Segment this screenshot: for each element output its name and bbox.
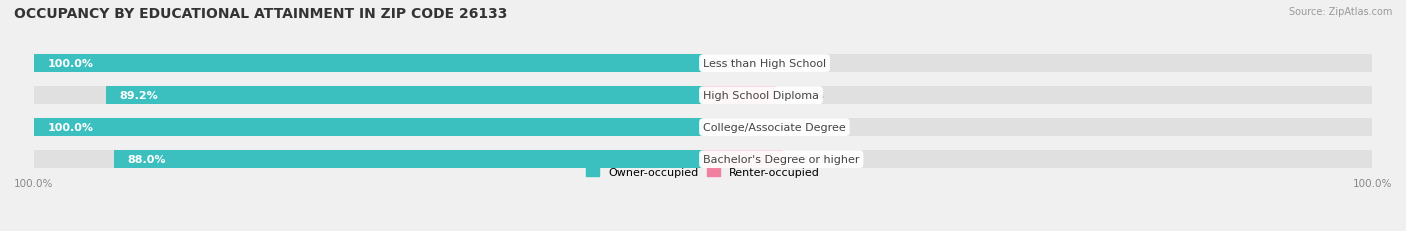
Text: 100.0%: 100.0% — [14, 178, 53, 188]
Text: 100.0%: 100.0% — [48, 59, 94, 69]
Bar — [703, 87, 1372, 104]
Bar — [107, 87, 703, 104]
Text: 100.0%: 100.0% — [48, 123, 94, 133]
Bar — [703, 87, 776, 104]
Text: College/Associate Degree: College/Associate Degree — [703, 123, 846, 133]
Text: OCCUPANCY BY EDUCATIONAL ATTAINMENT IN ZIP CODE 26133: OCCUPANCY BY EDUCATIONAL ATTAINMENT IN Z… — [14, 7, 508, 21]
Text: High School Diploma: High School Diploma — [703, 91, 820, 101]
Text: Less than High School: Less than High School — [703, 59, 827, 69]
Bar — [34, 87, 703, 104]
Bar — [703, 55, 1372, 73]
Bar — [34, 55, 703, 73]
Bar — [34, 119, 703, 136]
Bar — [34, 151, 703, 168]
Bar — [114, 151, 703, 168]
Text: 89.2%: 89.2% — [120, 91, 159, 101]
Legend: Owner-occupied, Renter-occupied: Owner-occupied, Renter-occupied — [581, 162, 825, 182]
Text: 0.0%: 0.0% — [713, 123, 744, 133]
Bar — [703, 151, 1372, 168]
Text: 0.0%: 0.0% — [713, 59, 744, 69]
Bar — [34, 55, 703, 73]
Text: Source: ZipAtlas.com: Source: ZipAtlas.com — [1288, 7, 1392, 17]
Bar — [703, 151, 783, 168]
Text: 10.9%: 10.9% — [786, 91, 824, 101]
Text: 12.0%: 12.0% — [793, 155, 832, 164]
Text: 100.0%: 100.0% — [1353, 178, 1392, 188]
Text: Bachelor's Degree or higher: Bachelor's Degree or higher — [703, 155, 859, 164]
Bar — [34, 119, 703, 136]
Bar — [703, 119, 1372, 136]
Text: 88.0%: 88.0% — [128, 155, 166, 164]
